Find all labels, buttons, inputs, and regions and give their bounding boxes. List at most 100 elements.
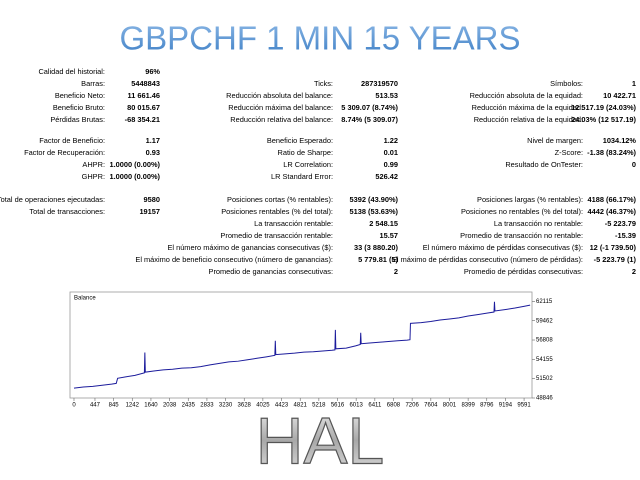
x-tick-label: 845	[109, 403, 120, 409]
chart-panel	[69, 291, 533, 399]
stat-value: -15.39	[615, 231, 636, 240]
stat-value: 9580	[144, 195, 160, 204]
x-tick-label: 6411	[368, 403, 382, 409]
stats: Calidad del historial: 96% Barras: 5448843 T…	[0, 67, 637, 276]
stat-label: Z-Score:	[555, 148, 583, 157]
y-tick-label: 59462	[536, 318, 553, 324]
stat-value: 1.0000 (0.00%)	[109, 160, 160, 169]
title: GBPCHF 1 MIN 15 YEARS	[119, 20, 520, 57]
stat-value: 24.03% (12 517.19)	[571, 115, 636, 124]
x-tick-label: 9194	[499, 403, 513, 409]
stat-label: El número máximo de ganancias consecutiv…	[167, 243, 333, 252]
stat-label: Beneficio Esperado:	[267, 136, 333, 145]
stat-value: -1.38 (83.24%)	[587, 148, 636, 157]
stat-label: El máximo de pérdidas consecutivo (númer…	[392, 255, 583, 264]
stat-label: Resultado de OnTester:	[505, 160, 583, 169]
stat-label: Nivel de margen:	[527, 136, 583, 145]
stat-value: 1.17	[146, 136, 160, 145]
stat-label: El máximo de beneficio consecutivo (núme…	[135, 255, 333, 264]
legend-label: Balance	[74, 296, 96, 302]
chart: 48846 51502 54155 56808 59462 62115 0 447 845 124…	[72, 296, 553, 409]
stat-label: Posiciones rentables (% del total):	[221, 207, 333, 216]
x-tick-label: 4025	[256, 403, 270, 409]
stat-value: 2 548.15	[369, 219, 398, 228]
stat-value: 513.53	[375, 91, 398, 100]
y-tick-label: 56808	[536, 338, 553, 344]
x-tick-label: 6808	[387, 403, 401, 409]
stat-label: Promedio de transacción no rentable:	[460, 231, 583, 240]
balance-line	[73, 301, 531, 389]
stat-value: -5 223.79	[605, 219, 636, 228]
stat-label: AHPR:	[82, 160, 105, 169]
stat-label: Posiciones no rentables (% del total):	[461, 207, 583, 216]
stat-label: LR Correlation:	[283, 160, 333, 169]
stat-value: 0	[632, 160, 636, 169]
stat-label: La transacción no rentable:	[494, 219, 583, 228]
stat-label: Reducción máxima del balance:	[228, 103, 333, 112]
stat-value: 33 (3 880.20)	[354, 243, 399, 252]
stat-value: 11 661.46	[128, 91, 160, 100]
stat-value: 80 015.67	[127, 103, 160, 112]
stat-value: 0.99	[384, 160, 398, 169]
x-tick-label: 4423	[275, 403, 289, 409]
x-tick-label: 7206	[405, 403, 419, 409]
stat-label: Símbolos:	[550, 79, 583, 88]
x-tick-label: 2038	[163, 403, 177, 409]
stat-value: 5138 (53.63%)	[350, 207, 399, 216]
stat-label: Ratio de Sharpe:	[278, 148, 333, 157]
x-tick-label: 7604	[424, 403, 438, 409]
stat-value: 5 309.07 (8.74%)	[341, 103, 398, 112]
x-tick-label: 3230	[219, 403, 233, 409]
stat-value: -68 354.21	[125, 115, 160, 124]
stat-value: 2	[632, 267, 636, 276]
stat-value: 287319570	[361, 79, 398, 88]
x-tick-label: 2833	[200, 403, 214, 409]
x-tick-label: 447	[90, 403, 101, 409]
y-tick-label: 51502	[536, 376, 553, 382]
stat-value: 1.22	[384, 136, 398, 145]
stat-label: Factor de Beneficio:	[39, 136, 105, 145]
x-tick-label: 8399	[461, 403, 475, 409]
stat-value: 96%	[145, 67, 160, 76]
stat-label: Beneficio Bruto:	[53, 103, 105, 112]
stat-label: Posiciones cortas (% rentables):	[227, 195, 333, 204]
stat-value: 1	[632, 79, 636, 88]
stat-label: Barras:	[81, 79, 105, 88]
stat-value: 15.57	[380, 231, 399, 240]
stat-value: 4188 (66.17%)	[588, 195, 637, 204]
stat-value: 19157	[139, 207, 160, 216]
stat-label: LR Standard Error:	[271, 172, 333, 181]
x-tick-label: 0	[72, 403, 76, 409]
x-tick-label: 9591	[517, 403, 531, 409]
stat-value: 4442 (46.37%)	[588, 207, 637, 216]
x-tick-label: 4821	[294, 403, 308, 409]
x-tick-label: 3628	[238, 403, 252, 409]
stat-value: 1034.12%	[603, 136, 637, 145]
stat-value: 1.0000 (0.00%)	[109, 172, 160, 181]
x-tick-label: 2435	[182, 403, 196, 409]
stat-value: 12 517.19 (24.03%)	[571, 103, 636, 112]
y-tick-label: 48846	[536, 396, 553, 402]
stat-label: La transacción rentable:	[254, 219, 333, 228]
stat-value: 8.74% (5 309.07)	[341, 115, 398, 124]
stat-label: Promedio de ganancias consecutivas:	[209, 267, 333, 276]
x-tick-label: 1640	[144, 403, 158, 409]
x-tick-label: 5218	[312, 403, 326, 409]
stat-label: El número máximo de pérdidas consecutiva…	[423, 243, 583, 252]
stat-value: -5 223.79 (1)	[594, 255, 637, 264]
stat-label: Beneficio Neto:	[55, 91, 105, 100]
stat-label: Reducción máxima de la equidad:	[472, 103, 583, 112]
stat-label: Pérdidas Brutas:	[50, 115, 105, 124]
stat-value: 12 (-1 739.50)	[590, 243, 637, 252]
stat-value: 5 779.81 (5)	[358, 255, 398, 264]
x-tick-label: 6013	[349, 403, 363, 409]
stat-label: Calidad del historial:	[38, 67, 105, 76]
stat-label: Total de operaciones ejecutadas:	[0, 195, 105, 204]
stat-label: Total de transacciones:	[29, 207, 105, 216]
stat-value: 0.01	[384, 148, 398, 157]
stat-label: Reducción absoluta de la equidad:	[470, 91, 583, 100]
stat-value: 10 422.71	[603, 91, 636, 100]
stat-label: GHPR:	[82, 172, 105, 181]
